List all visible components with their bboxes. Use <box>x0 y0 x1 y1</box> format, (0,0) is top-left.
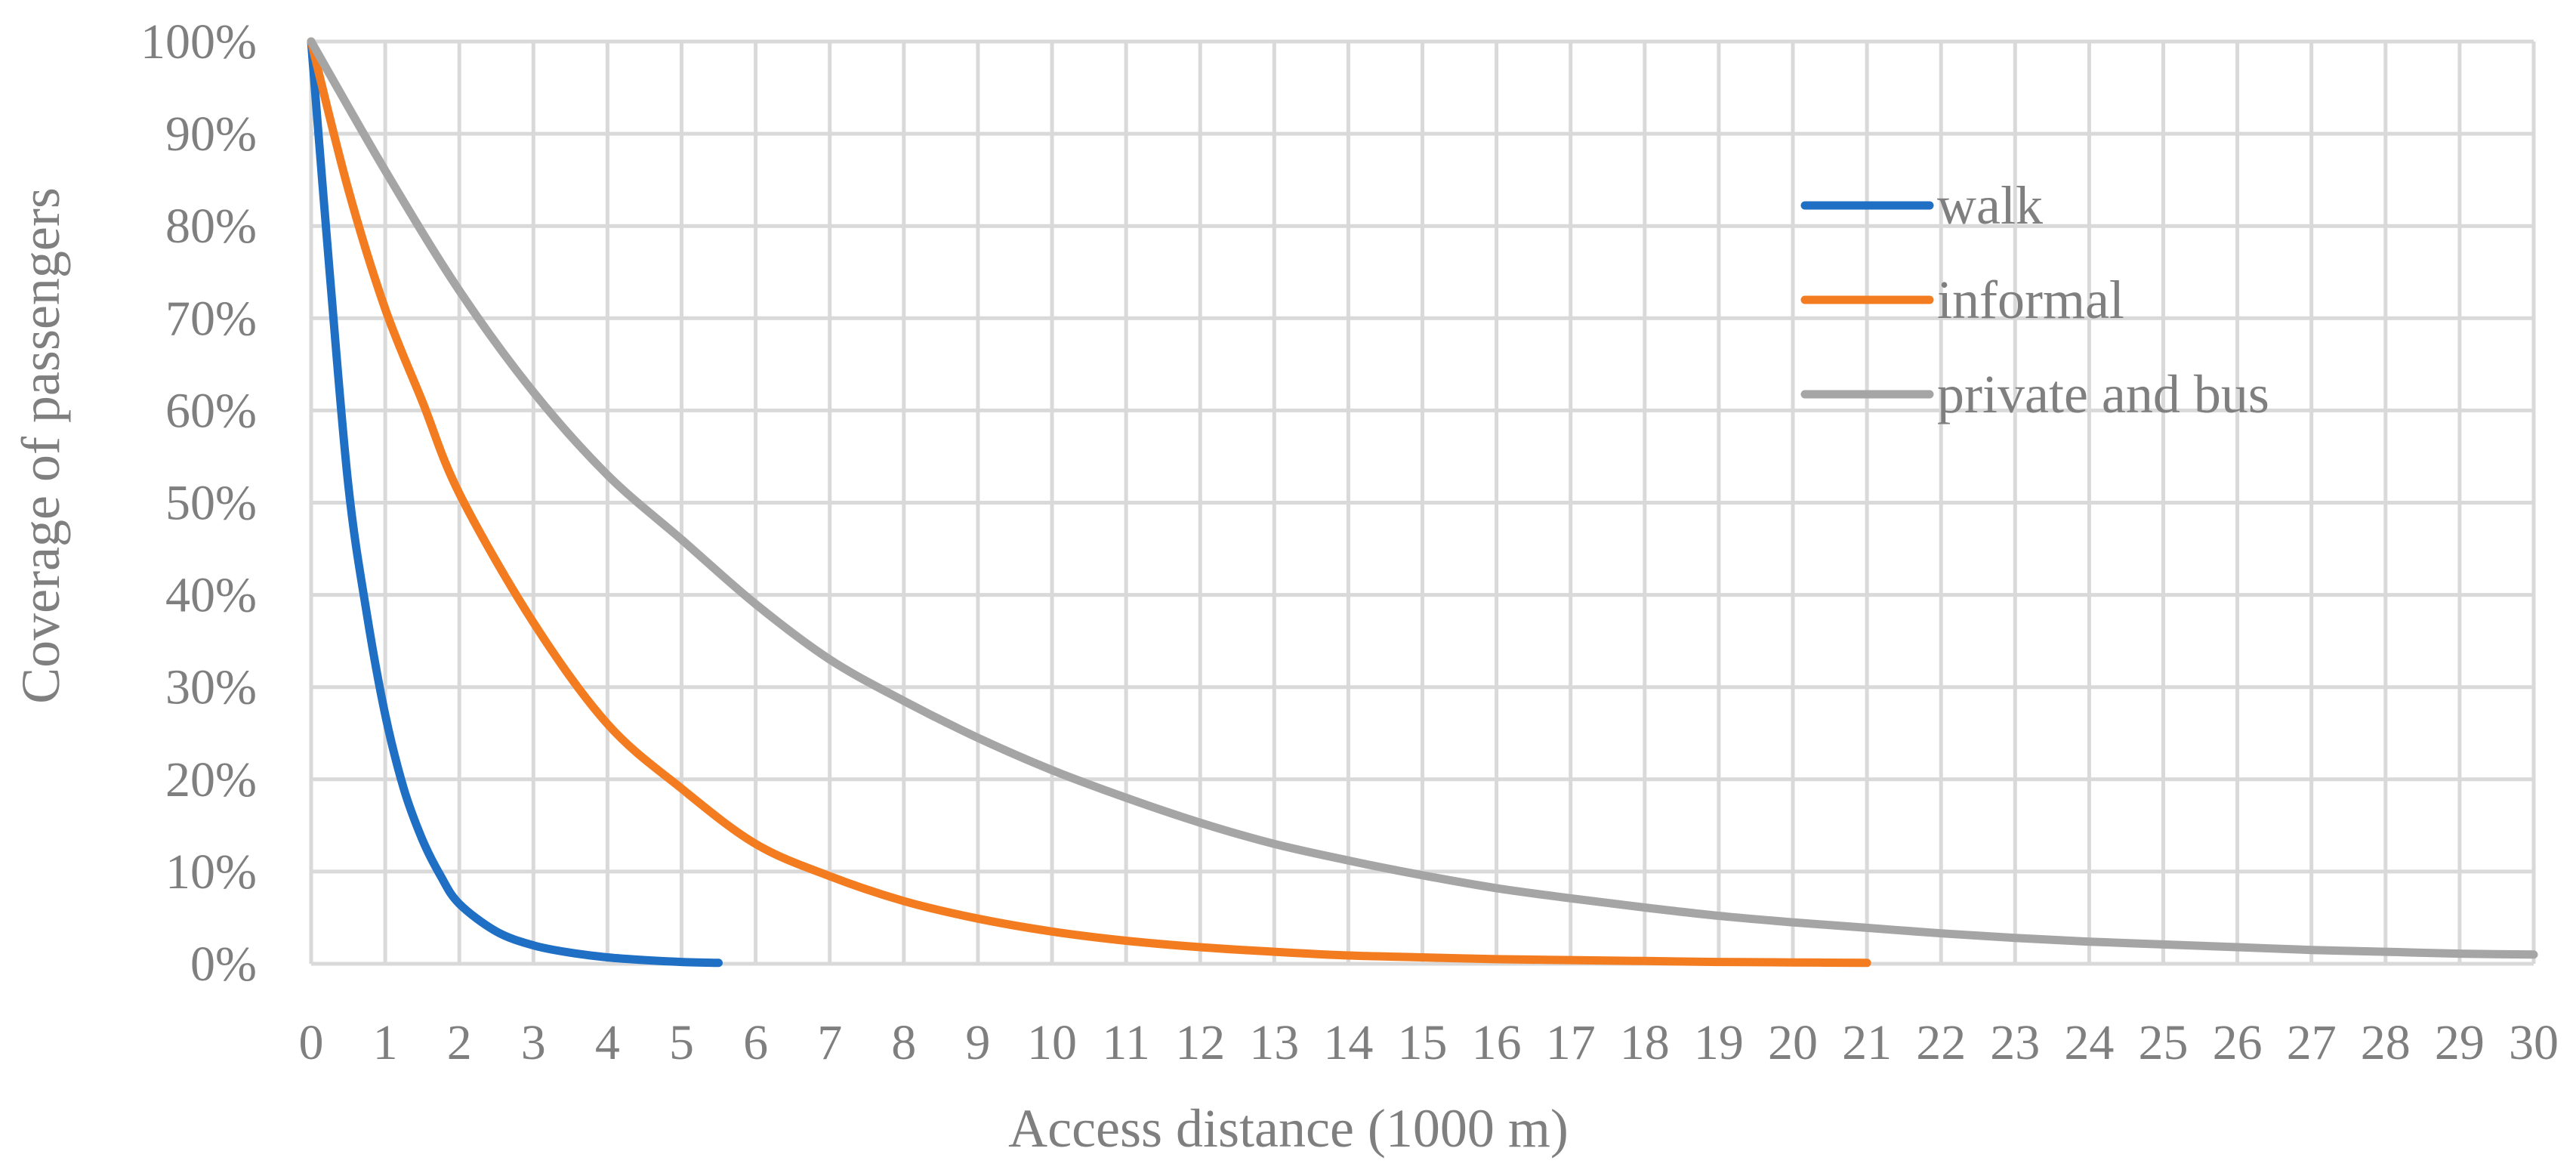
y-tick-label: 90% <box>165 106 257 162</box>
x-tick-label: 26 <box>2213 1015 2263 1070</box>
x-tick-label: 3 <box>521 1015 546 1070</box>
x-tick-label: 6 <box>743 1015 768 1070</box>
y-tick-label: 20% <box>165 752 257 807</box>
x-tick-label: 24 <box>2064 1015 2114 1070</box>
x-tick-label: 9 <box>965 1015 990 1070</box>
y-tick-label: 40% <box>165 568 257 623</box>
x-tick-label: 23 <box>1990 1015 2040 1070</box>
x-tick-label: 21 <box>1842 1015 1892 1070</box>
legend-label-private-and-bus: private and bus <box>1937 364 2269 424</box>
x-tick-label: 2 <box>447 1015 472 1070</box>
x-tick-label: 14 <box>1323 1015 1373 1070</box>
x-tick-label: 30 <box>2509 1015 2559 1070</box>
x-tick-label: 25 <box>2139 1015 2189 1070</box>
series-line-walk <box>307 37 723 968</box>
y-axis-title: Coverage of passengers <box>11 187 71 704</box>
series-line-informal <box>307 37 1871 968</box>
legend: walk informal private and bus <box>1800 175 2269 424</box>
x-tick-labels: 0 1 2 3 4 5 6 7 8 9 10 11 12 13 14 15 16 17 18 19 20 21 22 23 24… <box>299 1015 2559 1070</box>
y-tick-label: 70% <box>165 291 257 346</box>
y-tick-label: 60% <box>165 383 257 438</box>
x-tick-label: 1 <box>373 1015 398 1070</box>
y-tick-label: 0% <box>190 937 257 992</box>
x-tick-label: 7 <box>817 1015 842 1070</box>
legend-label-walk: walk <box>1937 175 2043 236</box>
x-tick-label: 13 <box>1249 1015 1299 1070</box>
x-tick-label: 16 <box>1472 1015 1522 1070</box>
legend-label-informal: informal <box>1937 270 2124 330</box>
x-tick-label: 22 <box>1916 1015 1966 1070</box>
x-tick-label: 8 <box>891 1015 916 1070</box>
x-tick-label: 20 <box>1768 1015 1818 1070</box>
x-tick-label: 19 <box>1694 1015 1744 1070</box>
y-tick-label: 100% <box>140 14 257 69</box>
x-tick-label: 17 <box>1546 1015 1596 1070</box>
y-tick-label: 10% <box>165 844 257 900</box>
x-tick-label: 15 <box>1398 1015 1448 1070</box>
x-tick-label: 28 <box>2361 1015 2411 1070</box>
y-tick-label: 30% <box>165 660 257 715</box>
x-tick-label: 11 <box>1102 1015 1150 1070</box>
x-tick-label: 5 <box>669 1015 694 1070</box>
series-line-private-and-bus <box>307 37 2538 959</box>
grid <box>309 39 2536 966</box>
x-tick-label: 12 <box>1175 1015 1225 1070</box>
x-tick-label: 4 <box>595 1015 620 1070</box>
y-tick-label: 50% <box>165 476 257 531</box>
x-tick-label: 10 <box>1027 1015 1077 1070</box>
x-tick-label: 0 <box>299 1015 324 1070</box>
x-tick-label: 18 <box>1620 1015 1670 1070</box>
series-lines <box>307 37 2538 968</box>
x-tick-label: 27 <box>2287 1015 2337 1070</box>
x-tick-label: 29 <box>2435 1015 2485 1070</box>
y-tick-labels: 0% 10% 20% 30% 40% 50% 60% 70% 80% 90% 100% <box>140 14 257 992</box>
y-tick-label: 80% <box>165 199 257 254</box>
x-axis-title: Access distance (1000 m) <box>1008 1098 1569 1159</box>
